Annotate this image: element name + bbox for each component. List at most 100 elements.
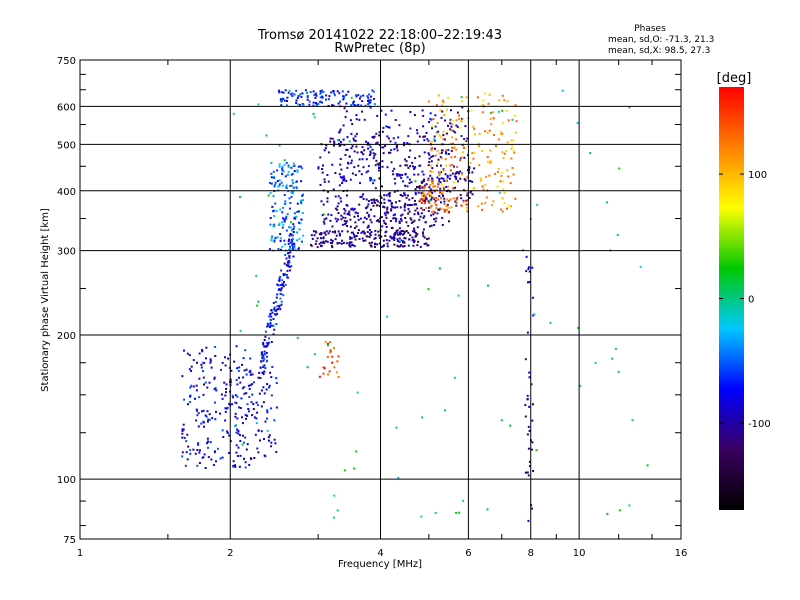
echo-point [248, 464, 251, 466]
echo-point [361, 237, 364, 240]
echo-point [310, 234, 313, 237]
echo-point [401, 213, 404, 216]
echo-point [428, 140, 431, 143]
y-tick-label: 500 [57, 140, 76, 151]
echo-point [450, 109, 452, 112]
echo-point [205, 357, 207, 360]
echo-point [279, 208, 282, 211]
echo-point [415, 232, 417, 235]
echo-point [291, 179, 294, 182]
echo-point [433, 224, 436, 226]
echo-point [368, 93, 371, 96]
echo-point [288, 197, 291, 200]
echo-point [441, 183, 444, 186]
echo-point [367, 214, 370, 217]
echo-point [285, 217, 288, 220]
echo-point [325, 240, 327, 243]
echo-point [327, 151, 330, 154]
echo-point [339, 128, 342, 131]
echo-point [350, 147, 353, 150]
echo-point [631, 419, 634, 422]
echo-point [455, 119, 458, 122]
echo-point [479, 177, 482, 180]
echo-point [277, 308, 280, 311]
echo-point [271, 365, 274, 368]
echo-point [323, 231, 326, 234]
echo-point [267, 194, 270, 197]
echo-point [324, 233, 327, 236]
echo-point [278, 144, 281, 147]
echo-point [527, 519, 530, 522]
echo-point [366, 205, 369, 208]
echo-point [526, 398, 529, 401]
echo-point [445, 186, 448, 188]
echo-point [314, 92, 317, 95]
echo-point [436, 185, 439, 188]
echo-point [235, 345, 238, 348]
echo-point [292, 231, 295, 233]
echo-point [500, 171, 503, 174]
echo-point [188, 368, 191, 371]
echo-point [429, 190, 431, 193]
echo-point [392, 137, 395, 140]
echo-point [426, 138, 429, 141]
echo-point [208, 413, 211, 416]
echo-point [286, 96, 289, 99]
echo-point [290, 173, 293, 176]
echo-point [618, 509, 621, 512]
echo-point [270, 182, 273, 185]
echo-point [270, 394, 273, 397]
echo-point [322, 240, 325, 243]
echo-point [281, 284, 284, 287]
echo-point [198, 451, 201, 454]
echo-point [339, 140, 342, 143]
echo-point [201, 350, 204, 353]
echo-point [292, 227, 295, 230]
echo-point [265, 134, 268, 137]
echo-point [433, 135, 436, 138]
echo-point [441, 110, 444, 113]
echo-point [404, 237, 407, 240]
echo-point [527, 268, 530, 270]
echo-point [452, 197, 455, 200]
echo-point [444, 173, 447, 176]
echo-point [407, 231, 410, 234]
echo-point [447, 199, 450, 202]
echo-point [331, 137, 334, 140]
echo-point [446, 108, 448, 111]
echo-point [220, 368, 222, 371]
echo-point [281, 226, 284, 229]
echo-point [259, 366, 262, 369]
echo-point [370, 241, 373, 244]
echo-point [336, 208, 339, 211]
echo-point [192, 385, 195, 388]
echo-point [344, 116, 347, 119]
echo-point [235, 451, 238, 454]
chart-title: Tromsø 20141022 22:18:00–22:19:43 [257, 28, 502, 43]
echo-point [323, 242, 326, 244]
echo-point [270, 376, 273, 379]
echo-point [214, 346, 217, 348]
echo-point [363, 149, 366, 152]
echo-point [278, 163, 281, 166]
echo-point [289, 245, 291, 248]
echo-point [617, 370, 620, 373]
echo-point [233, 425, 236, 428]
echo-point [449, 122, 452, 125]
echo-point [390, 209, 393, 212]
echo-point [328, 230, 331, 233]
echo-point [446, 203, 449, 206]
echo-point [422, 114, 425, 117]
echo-point [266, 409, 269, 412]
echo-point [255, 274, 258, 277]
echo-point [438, 178, 441, 180]
x-axis-ticks: 1 2 4 6 8 10 16 [77, 548, 688, 559]
echo-point [242, 357, 245, 360]
echo-point [384, 234, 387, 237]
echo-point [320, 237, 322, 240]
echo-point [280, 300, 283, 303]
echo-point [343, 469, 346, 472]
echo-point [187, 445, 190, 448]
echo-point [489, 149, 492, 152]
echo-point [312, 113, 315, 115]
